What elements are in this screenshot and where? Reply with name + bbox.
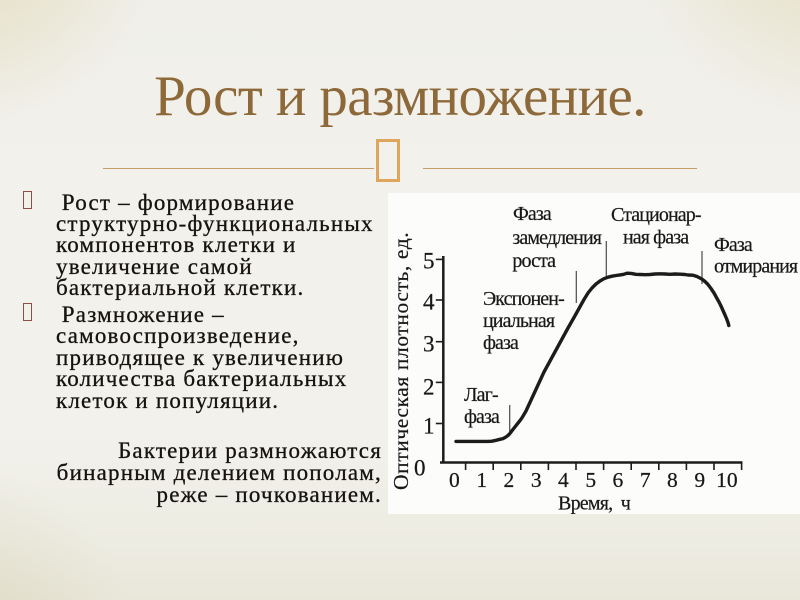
svg-text:Экспонен-: Экспонен- — [483, 288, 564, 310]
svg-text:1: 1 — [476, 468, 487, 492]
svg-text:5: 5 — [585, 468, 596, 492]
svg-text:4: 4 — [558, 468, 569, 492]
svg-text:5: 5 — [423, 249, 435, 274]
svg-text:циальная: циальная — [483, 310, 555, 332]
svg-text:4: 4 — [423, 290, 435, 315]
svg-text:Фаза: Фаза — [714, 234, 753, 256]
svg-text:Фаза: Фаза — [513, 203, 552, 225]
svg-text:6: 6 — [613, 468, 624, 492]
svg-text:фаза: фаза — [483, 332, 519, 354]
svg-text:Лаг-: Лаг- — [464, 384, 498, 406]
svg-text:9: 9 — [694, 468, 705, 492]
svg-text:0: 0 — [414, 456, 426, 481]
svg-text:фаза: фаза — [464, 406, 500, 428]
svg-text:роста: роста — [512, 250, 556, 272]
svg-text:10: 10 — [716, 468, 738, 492]
svg-text:ная фаза: ная фаза — [623, 227, 689, 249]
svg-text:Оптическая плотность, ед.: Оптическая плотность, ед. — [389, 232, 413, 490]
svg-text:2: 2 — [423, 375, 435, 400]
svg-text:отмирания: отмирания — [714, 256, 798, 278]
svg-text:8: 8 — [667, 468, 678, 492]
svg-text:7: 7 — [640, 468, 651, 492]
svg-text:Стационар-: Стационар- — [611, 204, 701, 226]
svg-text:замедления: замедления — [512, 227, 601, 249]
svg-text:3: 3 — [423, 332, 435, 357]
svg-text:Время, ч: Время, ч — [558, 493, 631, 515]
svg-text:1: 1 — [423, 414, 435, 439]
svg-text:3: 3 — [531, 468, 542, 492]
svg-text:2: 2 — [504, 468, 515, 492]
svg-text:0: 0 — [449, 468, 460, 492]
